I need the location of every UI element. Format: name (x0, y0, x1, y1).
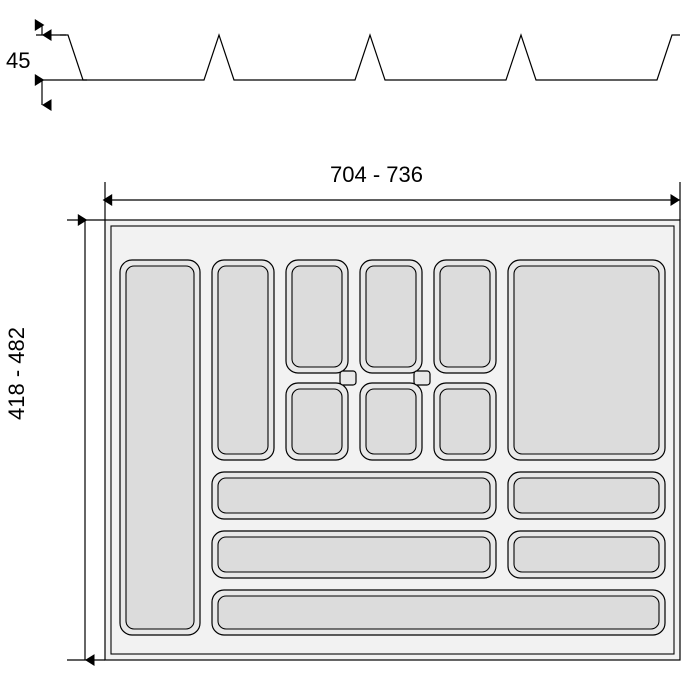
height-label: 418 - 482 (4, 327, 30, 420)
depth-label: 45 (6, 48, 30, 74)
technical-drawing (0, 0, 700, 700)
width-label: 704 - 736 (330, 162, 423, 188)
